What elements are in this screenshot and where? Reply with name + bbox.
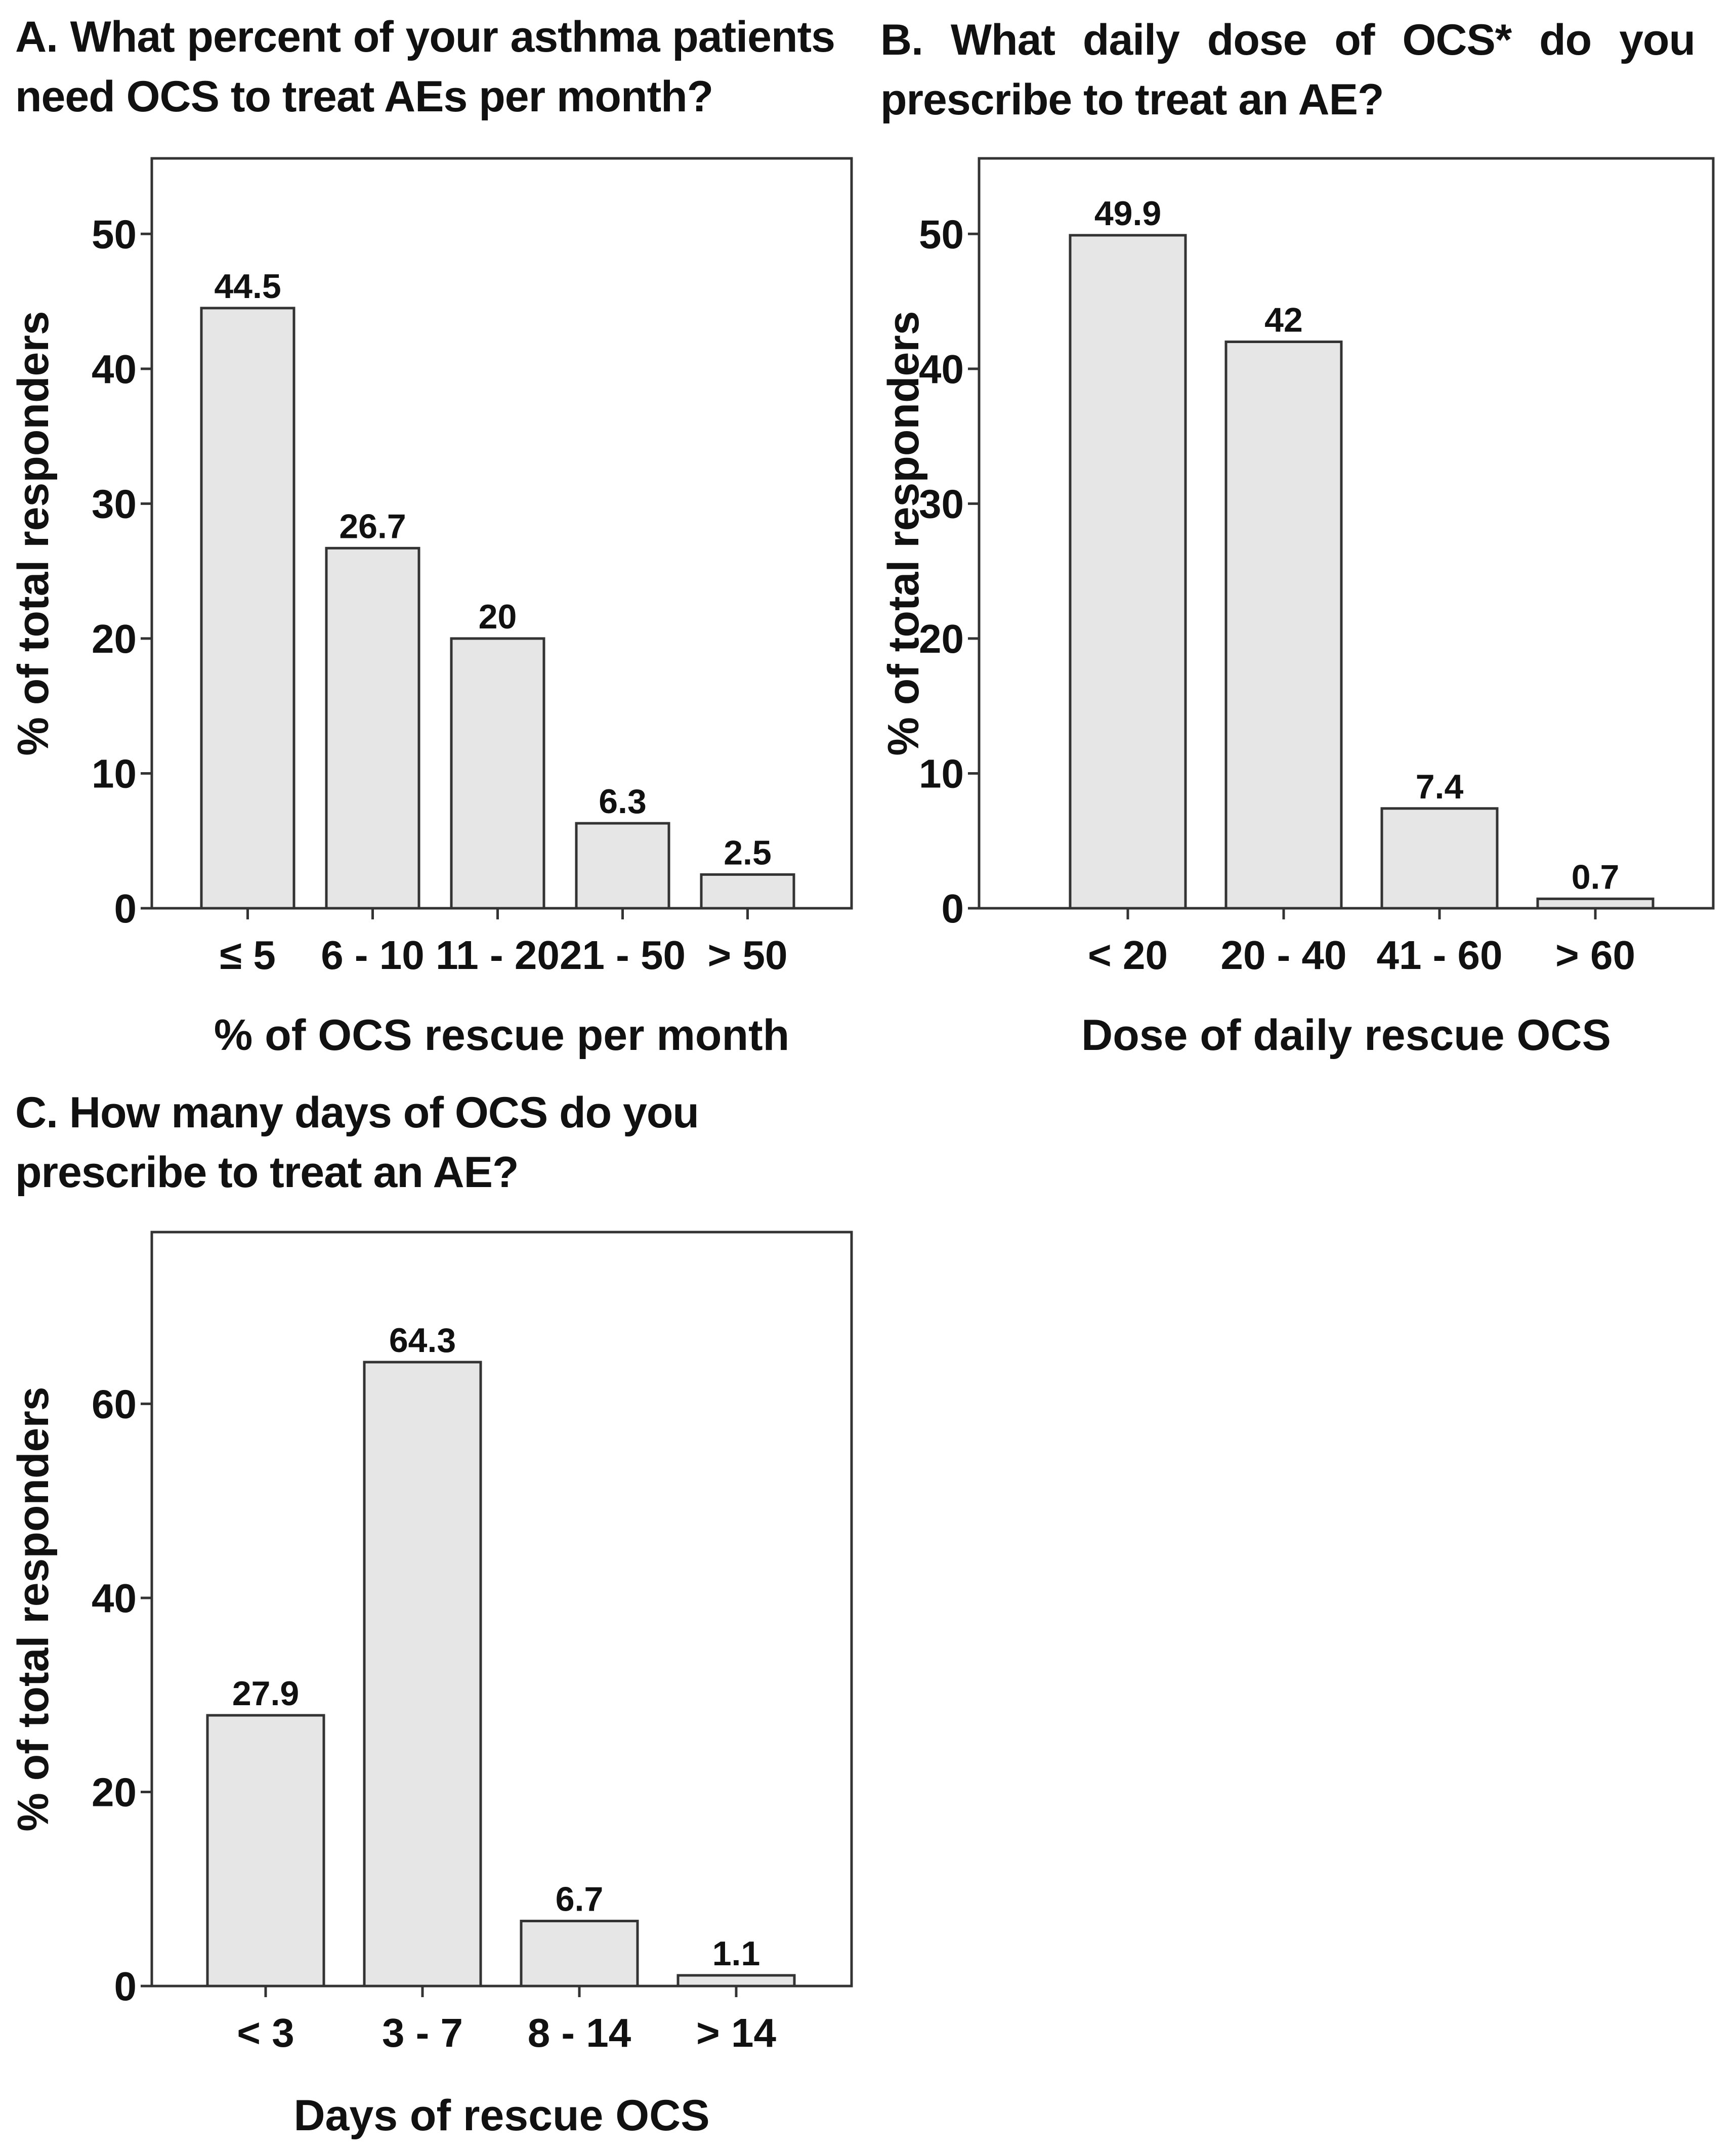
bar bbox=[325, 546, 420, 910]
data-label: 26.7 bbox=[339, 507, 406, 545]
plot-frame bbox=[150, 1231, 853, 1988]
y-tick-label: 60 bbox=[92, 1381, 137, 1426]
bar bbox=[700, 873, 795, 910]
y-tick-label: 20 bbox=[92, 616, 137, 661]
y-tick-label: 50 bbox=[92, 212, 137, 257]
x-category-label: < 20 bbox=[1088, 933, 1168, 978]
x-category-label: > 60 bbox=[1555, 933, 1635, 978]
y-axis-title: % of total responders bbox=[879, 311, 928, 755]
data-label: 2.5 bbox=[724, 833, 772, 872]
x-category-label: 8 - 14 bbox=[528, 2010, 631, 2055]
y-tick-label: 0 bbox=[114, 886, 137, 931]
bar bbox=[575, 822, 670, 910]
x-axis-title: Days of rescue OCS bbox=[293, 2091, 709, 2140]
data-label: 7.4 bbox=[1416, 768, 1464, 806]
bar bbox=[520, 1920, 639, 1988]
panel-b-title: B. What daily dose of OCS* do you prescr… bbox=[880, 16, 1696, 124]
y-tick-label: 10 bbox=[919, 751, 964, 796]
y-tick-label: 10 bbox=[92, 751, 137, 796]
data-label: 64.3 bbox=[389, 1321, 456, 1360]
y-tick-label: 40 bbox=[92, 1576, 137, 1621]
y-axis-title: % of total responders bbox=[9, 1386, 58, 1831]
x-category-label: < 3 bbox=[237, 2010, 294, 2055]
bar bbox=[1224, 341, 1343, 910]
x-category-label: > 14 bbox=[696, 2010, 776, 2055]
panel-c-title: C. How many days of OCS do you prescribe… bbox=[15, 1088, 699, 1197]
bar bbox=[206, 1714, 325, 1988]
x-category-label: > 50 bbox=[708, 933, 788, 978]
data-label: 49.9 bbox=[1094, 194, 1161, 233]
bar bbox=[450, 637, 545, 910]
x-axis-title: % of OCS rescue per month bbox=[214, 1011, 789, 1060]
x-category-label: 21 - 50 bbox=[560, 933, 686, 978]
y-tick-label: 20 bbox=[92, 1769, 137, 1814]
data-label: 44.5 bbox=[214, 267, 281, 306]
y-tick-label: 40 bbox=[92, 347, 137, 392]
x-category-label: ≤ 5 bbox=[220, 933, 276, 978]
y-tick-label: 30 bbox=[919, 481, 964, 526]
y-tick-label: 0 bbox=[114, 1964, 137, 2009]
y-tick-label: 50 bbox=[919, 212, 964, 257]
y-tick-label: 20 bbox=[919, 616, 964, 661]
x-category-label: 6 - 10 bbox=[321, 933, 425, 978]
x-axis-title: Dose of daily rescue OCS bbox=[1081, 1011, 1611, 1060]
data-label: 6.7 bbox=[556, 1880, 604, 1919]
plot-frame bbox=[978, 157, 1715, 910]
x-category-label: 20 - 40 bbox=[1220, 933, 1346, 978]
x-category-label: 41 - 60 bbox=[1376, 933, 1502, 978]
y-axis-title: % of total responders bbox=[9, 311, 58, 755]
data-label: 27.9 bbox=[232, 1674, 299, 1713]
data-label: 42 bbox=[1264, 301, 1303, 340]
x-category-label: 3 - 7 bbox=[382, 2010, 463, 2055]
bar bbox=[1380, 807, 1499, 910]
panel-a-title: A. What percent of your asthma patients … bbox=[15, 13, 835, 121]
bar bbox=[676, 1974, 796, 1988]
data-label: 20 bbox=[479, 598, 517, 636]
data-label: 0.7 bbox=[1572, 858, 1620, 896]
data-label: 6.3 bbox=[599, 782, 647, 821]
y-tick-label: 40 bbox=[919, 347, 964, 392]
bar bbox=[363, 1361, 482, 1988]
data-label: 1.1 bbox=[712, 1934, 760, 1973]
x-category-label: 11 - 20 bbox=[436, 933, 560, 978]
y-tick-label: 0 bbox=[942, 886, 964, 931]
y-tick-label: 30 bbox=[92, 481, 137, 526]
